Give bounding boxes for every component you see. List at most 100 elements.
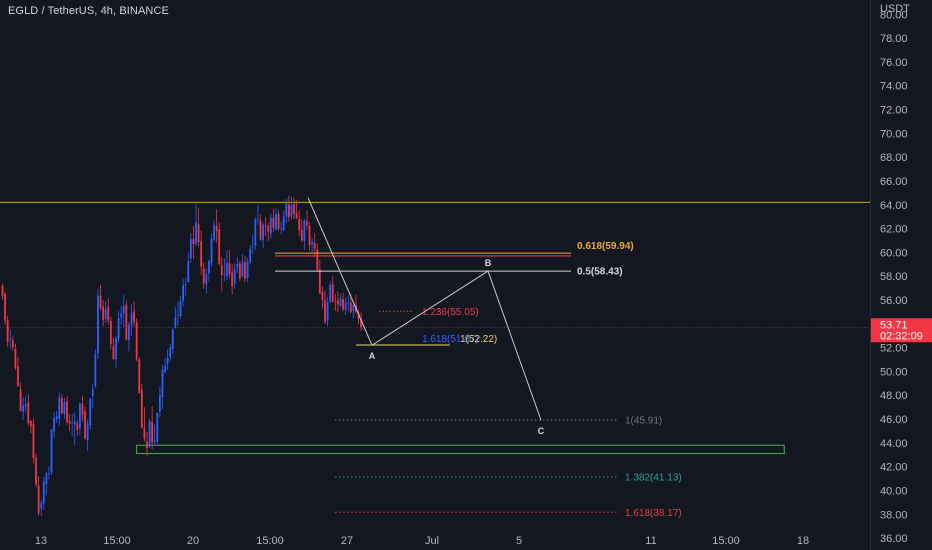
candle-body bbox=[104, 309, 107, 319]
candle-body bbox=[208, 261, 210, 274]
symbol-title[interactable]: EGLD / TetherUS, 4h, BINANCE bbox=[8, 5, 169, 17]
price-tick-label: 38.00 bbox=[880, 509, 908, 521]
candle-body bbox=[321, 292, 324, 301]
candle bbox=[262, 222, 264, 248]
candle bbox=[282, 210, 285, 232]
candle-body bbox=[249, 248, 252, 263]
candle bbox=[112, 337, 115, 361]
point-c-label: C bbox=[538, 426, 545, 436]
candle bbox=[97, 288, 99, 359]
candle-body bbox=[133, 311, 135, 323]
candle-body bbox=[337, 300, 339, 305]
candle bbox=[120, 306, 123, 325]
candle bbox=[55, 410, 58, 423]
candle-body bbox=[306, 221, 308, 226]
fib-0.618-label: 0.618(59.94) bbox=[577, 241, 634, 252]
candle-body bbox=[27, 402, 30, 424]
projection-label: 1.382(41.13) bbox=[625, 473, 682, 484]
candle-body bbox=[303, 220, 306, 242]
candle-body bbox=[140, 389, 143, 428]
candle-body bbox=[135, 322, 138, 360]
candle-body bbox=[94, 353, 97, 386]
candle-body bbox=[109, 320, 112, 345]
drawing-lines bbox=[0, 201, 870, 455]
candle bbox=[91, 384, 94, 409]
candle bbox=[360, 312, 363, 331]
candle-body bbox=[53, 417, 55, 432]
candle-body bbox=[14, 349, 17, 368]
price-tick-label: 52.00 bbox=[880, 343, 908, 355]
candle bbox=[236, 257, 239, 274]
candle bbox=[295, 200, 298, 220]
candle bbox=[143, 407, 146, 442]
candle bbox=[42, 477, 45, 510]
candle bbox=[344, 297, 347, 315]
candle-body bbox=[138, 359, 141, 393]
candle bbox=[94, 349, 97, 388]
candle-body bbox=[223, 274, 226, 276]
candle-body bbox=[238, 263, 241, 279]
candle-body bbox=[200, 241, 203, 267]
candle bbox=[156, 412, 159, 446]
point-a-label: A bbox=[369, 351, 376, 361]
candle-body bbox=[192, 239, 195, 244]
candle-body bbox=[290, 205, 293, 216]
price-tick-label: 42.00 bbox=[880, 462, 908, 474]
candle bbox=[277, 210, 280, 231]
candle bbox=[238, 260, 241, 281]
candle-body bbox=[60, 398, 63, 414]
candle bbox=[257, 205, 259, 225]
candle bbox=[205, 268, 208, 294]
candle-body bbox=[226, 263, 228, 277]
candle bbox=[231, 264, 234, 295]
candle bbox=[311, 237, 313, 253]
candle-body bbox=[280, 228, 283, 230]
candle bbox=[22, 397, 25, 421]
candle-body bbox=[89, 398, 92, 426]
support-zone[interactable] bbox=[136, 444, 785, 455]
candle-body bbox=[128, 325, 130, 341]
candle bbox=[189, 233, 192, 264]
candle-body bbox=[122, 306, 125, 314]
candle-body bbox=[1, 285, 4, 296]
candle bbox=[146, 432, 148, 456]
candle-body bbox=[102, 306, 105, 320]
candle bbox=[179, 295, 182, 319]
candle bbox=[308, 222, 311, 252]
candle bbox=[352, 303, 355, 319]
candle bbox=[174, 307, 177, 329]
candle bbox=[331, 276, 334, 303]
candle-body bbox=[146, 441, 148, 448]
candle bbox=[135, 318, 138, 362]
candle-body bbox=[35, 457, 37, 485]
candle-body bbox=[220, 264, 223, 275]
candle-body bbox=[125, 305, 128, 340]
abc-pattern[interactable] bbox=[307, 197, 542, 421]
price-axis-bg[interactable] bbox=[870, 0, 932, 550]
candle bbox=[24, 396, 27, 413]
last-price-tag-bg bbox=[871, 318, 932, 343]
candle bbox=[66, 396, 68, 425]
candle-body bbox=[171, 329, 174, 349]
candle bbox=[115, 335, 117, 369]
candle bbox=[32, 417, 35, 464]
candle-body bbox=[164, 365, 166, 372]
candle bbox=[84, 406, 86, 440]
candle bbox=[334, 294, 337, 311]
price-tick-label: 50.00 bbox=[880, 366, 908, 378]
candle-body bbox=[117, 318, 120, 340]
candle bbox=[63, 397, 66, 419]
candle bbox=[19, 382, 22, 412]
candle bbox=[226, 250, 228, 280]
candle bbox=[29, 420, 32, 434]
price-tick-label: 58.00 bbox=[880, 271, 908, 283]
candle-body bbox=[153, 440, 156, 442]
candle-body bbox=[9, 339, 12, 340]
candle-body bbox=[115, 338, 117, 360]
candle bbox=[73, 412, 76, 445]
price-tick-label: 74.00 bbox=[880, 81, 908, 93]
candle bbox=[213, 220, 215, 242]
point-b-label: B bbox=[485, 258, 492, 268]
